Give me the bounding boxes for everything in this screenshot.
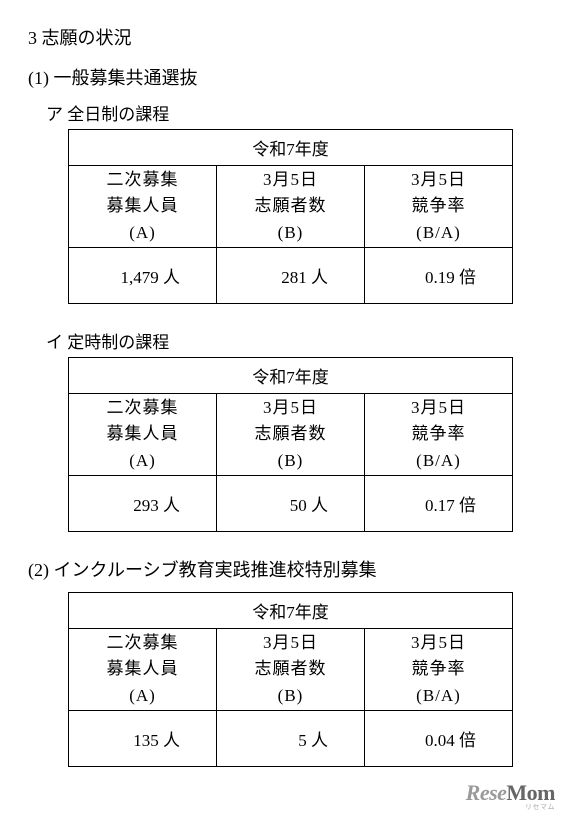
subsection-1a-label: ア 全日制の課程	[46, 100, 543, 125]
table-row: 二次募集 募集人員 (A) 3月5日 志願者数 (B) 3月5日 競争率 (B/…	[69, 629, 513, 711]
col-header-c: 3月5日 競争率 (B/A)	[365, 629, 513, 711]
value-b: 281 人	[217, 248, 365, 304]
table-row: 293 人 50 人 0.17 倍	[69, 476, 513, 532]
hdr-a-l3: (A)	[129, 451, 156, 470]
hdr-b-l2: 志願者数	[255, 659, 327, 678]
hdr-a-l2: 募集人員	[107, 659, 179, 678]
col-header-c: 3月5日 競争率 (B/A)	[365, 166, 513, 248]
col-header-b: 3月5日 志願者数 (B)	[217, 166, 365, 248]
table-row: 令和7年度	[69, 130, 513, 166]
hdr-b-l2: 志願者数	[255, 196, 327, 215]
col-header-a: 二次募集 募集人員 (A)	[69, 629, 217, 711]
hdr-b-l1: 3月5日	[263, 633, 318, 652]
subsection-1b-label: イ 定時制の課程	[46, 328, 543, 353]
hdr-b-l3: (B)	[278, 223, 304, 242]
hdr-c-l1: 3月5日	[411, 170, 466, 189]
table-row: 二次募集 募集人員 (A) 3月5日 志願者数 (B) 3月5日 競争率 (B/…	[69, 166, 513, 248]
value-b: 50 人	[217, 476, 365, 532]
col-header-c: 3月5日 競争率 (B/A)	[365, 394, 513, 476]
hdr-a-l1: 二次募集	[107, 398, 179, 417]
hdr-a-l2: 募集人員	[107, 196, 179, 215]
year-cell: 令和7年度	[69, 130, 513, 166]
table-row: 1,479 人 281 人 0.19 倍	[69, 248, 513, 304]
hdr-b-l2: 志願者数	[255, 424, 327, 443]
hdr-b-l1: 3月5日	[263, 398, 318, 417]
hdr-c-l2: 競争率	[412, 196, 466, 215]
hdr-b-l3: (B)	[278, 686, 304, 705]
page: 3 志願の状況 (1) 一般募集共通選抜 ア 全日制の課程 令和7年度 二次募集…	[0, 0, 571, 820]
table-row: 令和7年度	[69, 358, 513, 394]
col-header-a: 二次募集 募集人員 (A)	[69, 166, 217, 248]
hdr-b-l3: (B)	[278, 451, 304, 470]
hdr-c-l3: (B/A)	[416, 686, 461, 705]
hdr-b-l1: 3月5日	[263, 170, 318, 189]
hdr-c-l1: 3月5日	[411, 398, 466, 417]
table-2: 令和7年度 二次募集 募集人員 (A) 3月5日 志願者数 (B) 3月5日 競…	[68, 592, 513, 767]
heading-main: 3 志願の状況	[28, 24, 543, 50]
col-header-b: 3月5日 志願者数 (B)	[217, 629, 365, 711]
table-1a: 令和7年度 二次募集 募集人員 (A) 3月5日 志願者数 (B) 3月5日 競…	[68, 129, 513, 304]
table-row: 令和7年度	[69, 593, 513, 629]
hdr-a-l1: 二次募集	[107, 633, 179, 652]
value-a: 293 人	[69, 476, 217, 532]
year-cell: 令和7年度	[69, 358, 513, 394]
section-1-title: (1) 一般募集共通選抜	[28, 64, 543, 90]
hdr-c-l1: 3月5日	[411, 633, 466, 652]
value-c: 0.04 倍	[365, 711, 513, 767]
value-a: 1,479 人	[69, 248, 217, 304]
col-header-b: 3月5日 志願者数 (B)	[217, 394, 365, 476]
value-a: 135 人	[69, 711, 217, 767]
value-c: 0.17 倍	[365, 476, 513, 532]
hdr-a-l3: (A)	[129, 686, 156, 705]
table-row: 二次募集 募集人員 (A) 3月5日 志願者数 (B) 3月5日 競争率 (B/…	[69, 394, 513, 476]
table-1b: 令和7年度 二次募集 募集人員 (A) 3月5日 志願者数 (B) 3月5日 競…	[68, 357, 513, 532]
hdr-c-l2: 競争率	[412, 659, 466, 678]
hdr-c-l2: 競争率	[412, 424, 466, 443]
section-2-title: (2) インクルーシブ教育実践推進校特別募集	[28, 556, 543, 582]
value-c: 0.19 倍	[365, 248, 513, 304]
hdr-c-l3: (B/A)	[416, 223, 461, 242]
hdr-c-l3: (B/A)	[416, 451, 461, 470]
watermark-part1: Rese	[466, 780, 507, 805]
watermark-logo: ReseMom リセマム	[466, 780, 555, 812]
value-b: 5 人	[217, 711, 365, 767]
hdr-a-l1: 二次募集	[107, 170, 179, 189]
col-header-a: 二次募集 募集人員 (A)	[69, 394, 217, 476]
hdr-a-l2: 募集人員	[107, 424, 179, 443]
year-cell: 令和7年度	[69, 593, 513, 629]
hdr-a-l3: (A)	[129, 223, 156, 242]
table-row: 135 人 5 人 0.04 倍	[69, 711, 513, 767]
